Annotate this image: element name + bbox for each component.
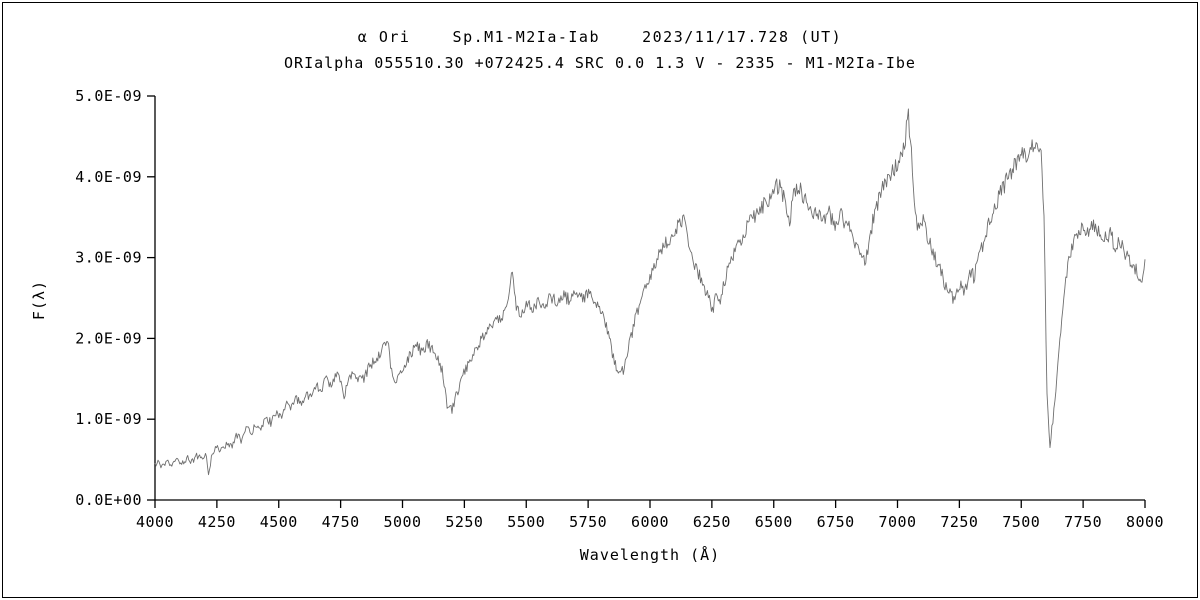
y-tick-label: 1.0E-09 (75, 410, 142, 428)
y-tick-label: 4.0E-09 (75, 168, 142, 186)
x-tick-label: 4000 (136, 513, 174, 531)
x-tick-label: 5750 (569, 513, 607, 531)
x-tick-label: 5000 (383, 513, 421, 531)
x-tick-label: 6750 (817, 513, 855, 531)
x-tick-label: 4250 (198, 513, 236, 531)
x-tick-label: 6000 (631, 513, 669, 531)
spectrum-line (154, 108, 1146, 476)
x-tick-label: 6250 (693, 513, 731, 531)
x-tick-label: 5500 (507, 513, 545, 531)
axes: 0.0E+00 1.0E-09 2.0E-09 3.0E-09 4.0E-09 5.0E-… (75, 87, 1164, 531)
x-tick-label: 6500 (755, 513, 793, 531)
x-tick-label: 7500 (1002, 513, 1040, 531)
y-tick-label: 3.0E-09 (75, 249, 142, 267)
x-tick-label: 4750 (322, 513, 360, 531)
x-tick-label: 4500 (260, 513, 298, 531)
chart-title: α Ori Sp.M1-M2Ia-Iab 2023/11/17.728 (UT) (358, 28, 842, 46)
chart-subtitle: ORIalpha 055510.30 +072425.4 SRC 0.0 1.3… (284, 54, 916, 72)
x-axis-title: Wavelength (Å) (580, 545, 720, 564)
y-tick-label: 2.0E-09 (75, 329, 142, 347)
x-tick-label: 5250 (445, 513, 483, 531)
x-tick-label: 7000 (878, 513, 916, 531)
x-tick-label: 7250 (940, 513, 978, 531)
x-tick-label: 8000 (1126, 513, 1164, 531)
x-tick-label: 7750 (1064, 513, 1102, 531)
y-tick-label: 0.0E+00 (75, 491, 142, 509)
y-axis-title: F(λ) (30, 280, 48, 320)
y-tick-label: 5.0E-09 (75, 87, 142, 105)
